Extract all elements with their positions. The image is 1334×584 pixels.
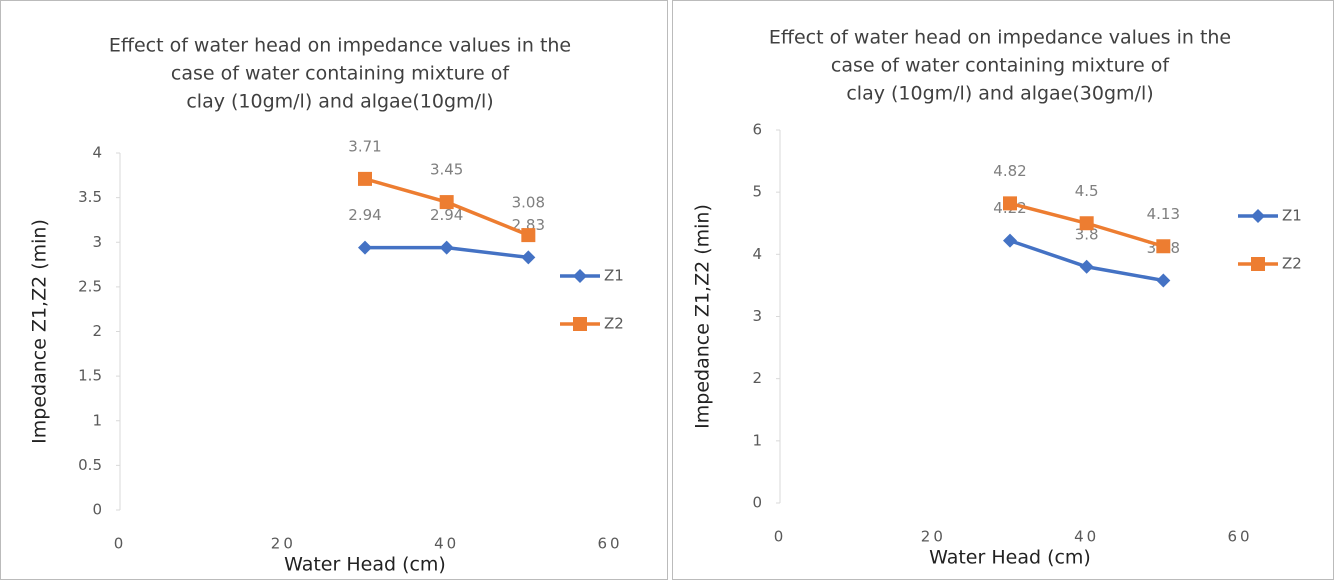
y-tick-label: 2 <box>92 322 102 340</box>
marker <box>358 171 372 186</box>
y-tick-label: 0 <box>752 494 762 512</box>
data-label: 2.94 <box>348 206 381 224</box>
y-tick-label: 4 <box>752 245 762 263</box>
marker <box>358 240 372 255</box>
marker <box>1003 233 1017 248</box>
marker <box>573 269 587 283</box>
data-label: 4.82 <box>993 162 1026 180</box>
x-axis-title: Water Head (cm) <box>929 547 1091 569</box>
data-label: 2.83 <box>512 216 545 234</box>
y-tick-label: 1.5 <box>78 367 102 385</box>
marker <box>439 240 454 255</box>
y-tick-label: 0 <box>92 501 102 519</box>
data-label: 4.13 <box>1147 205 1180 223</box>
y-tick-label: 0.5 <box>78 456 102 474</box>
y-tick-label: 3 <box>92 233 102 251</box>
chart-title: Effect of water head on impedance values… <box>769 27 1231 49</box>
marker <box>439 195 454 210</box>
y-tick-label: 4 <box>92 144 102 162</box>
marker <box>521 250 536 265</box>
y-tick-label: 1 <box>92 411 102 429</box>
legend-label: Z2 <box>604 315 624 333</box>
data-label: 3.08 <box>512 194 545 212</box>
chart-title: clay (10gm/l) and algae(30gm/l) <box>846 83 1153 105</box>
x-axis-title: Water Head (cm) <box>284 554 446 576</box>
y-tick-label: 5 <box>752 183 762 201</box>
data-label: 2.94 <box>430 206 463 224</box>
legend-label: Z2 <box>1282 255 1302 273</box>
legend-label: Z1 <box>604 267 624 285</box>
x-tick-label: 40 <box>434 535 459 553</box>
marker <box>1003 196 1017 211</box>
x-tick-label: 40 <box>1074 528 1099 546</box>
chart-title: Effect of water head on impedance values… <box>109 35 571 57</box>
x-tick-label: 20 <box>921 528 946 546</box>
chart-title: case of water containing mixture of <box>171 63 510 85</box>
marker <box>521 228 536 243</box>
y-axis-title: Impedance Z1,Z2 (min) <box>29 219 51 444</box>
data-label: 3.45 <box>430 161 463 179</box>
data-label: 3.71 <box>348 137 381 155</box>
marker <box>573 317 587 331</box>
marker <box>1156 239 1171 254</box>
x-tick-label: 60 <box>1227 528 1252 546</box>
x-tick-label: 60 <box>597 535 622 553</box>
y-tick-label: 1 <box>752 431 762 449</box>
marker <box>1156 273 1171 288</box>
marker <box>1251 257 1265 271</box>
y-axis-title: Impedance Z1,Z2 (min) <box>692 204 714 429</box>
y-tick-label: 2.5 <box>78 277 102 295</box>
legend-label: Z1 <box>1282 207 1302 225</box>
y-tick-label: 2 <box>752 369 762 387</box>
x-tick-label: 20 <box>271 535 296 553</box>
x-tick-label: 0 <box>774 528 787 546</box>
data-label: 4.5 <box>1075 182 1099 200</box>
panel <box>672 0 1334 580</box>
panel <box>0 0 668 580</box>
marker <box>1079 259 1094 274</box>
y-tick-label: 3.5 <box>78 188 102 206</box>
chart-title: case of water containing mixture of <box>831 55 1170 77</box>
x-tick-label: 0 <box>114 535 127 553</box>
y-tick-label: 3 <box>752 307 762 325</box>
y-tick-label: 6 <box>752 121 762 139</box>
marker <box>1251 209 1265 223</box>
marker <box>1079 216 1094 231</box>
chart-title: clay (10gm/l) and algae(10gm/l) <box>186 91 493 113</box>
